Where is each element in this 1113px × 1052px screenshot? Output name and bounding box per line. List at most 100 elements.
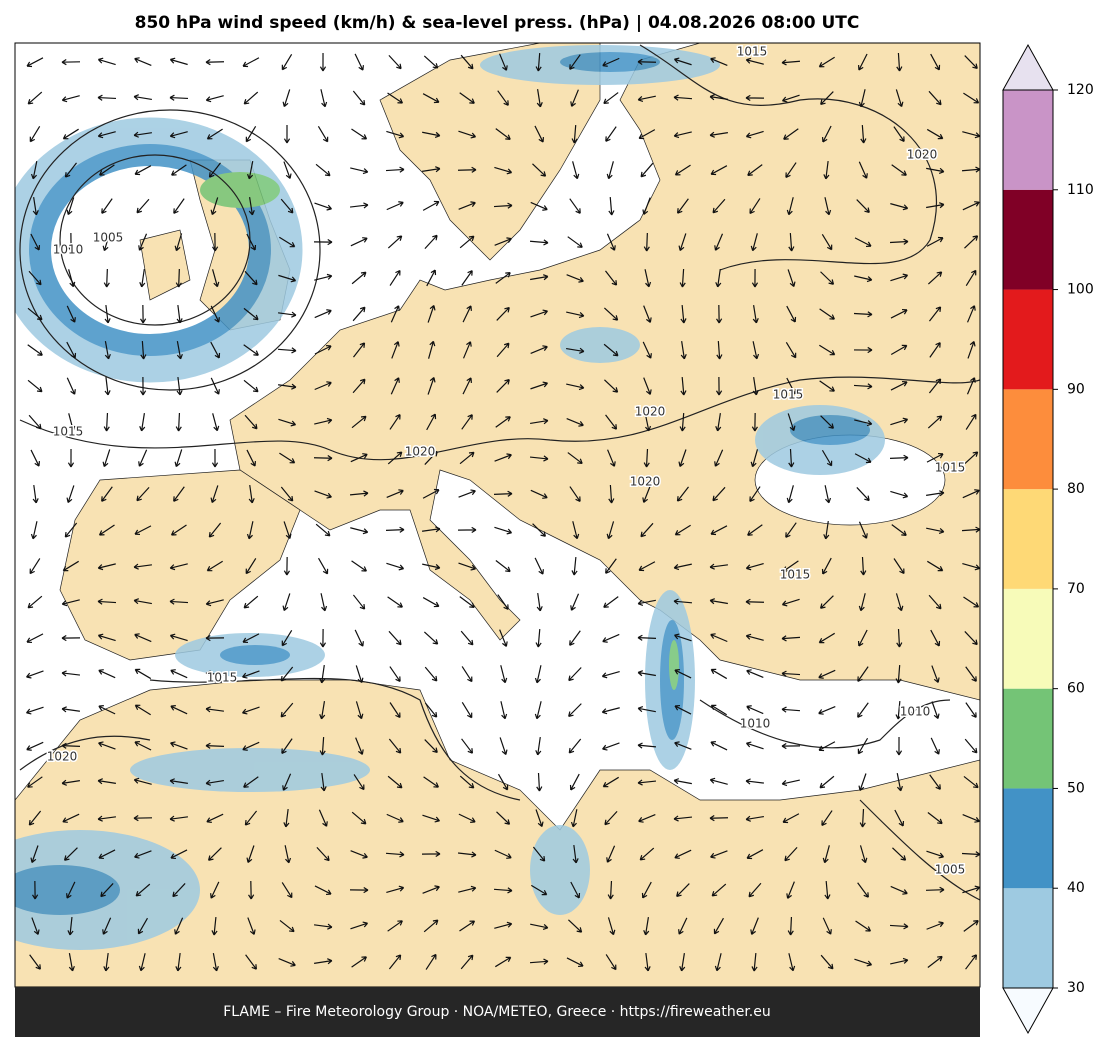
colorbar-tick-label: 90 <box>1067 381 1085 397</box>
wind-arrow <box>248 880 255 900</box>
wind-arrow <box>532 846 546 862</box>
wind-arrow <box>927 271 943 285</box>
wind-arrow <box>61 742 81 749</box>
wind-arrow <box>212 953 219 972</box>
colorbar-tick-label: 100 <box>1067 282 1094 298</box>
wind-arrow <box>427 377 436 395</box>
wind-arrow <box>818 632 835 644</box>
wind-arrow <box>535 737 542 756</box>
wind-arrow <box>818 741 836 752</box>
wind-arrow <box>963 451 979 465</box>
wind-arrow <box>857 882 869 898</box>
wind-arrow <box>174 917 184 935</box>
wind-arrow <box>786 881 795 899</box>
wind-arrow <box>283 556 291 576</box>
wind-arrow <box>99 164 115 176</box>
wind-arrow <box>496 306 510 321</box>
wind-arrow <box>892 847 907 861</box>
colorbar-bin <box>1003 289 1053 390</box>
wind-arrow <box>281 53 293 71</box>
wind-arrow <box>243 307 259 321</box>
wind-arrow <box>929 774 941 790</box>
wind-arrow <box>962 131 980 139</box>
wind-arrow <box>389 666 401 682</box>
wind-arrow <box>351 956 367 968</box>
wind-arrow <box>568 738 582 754</box>
wind-arrow <box>962 885 980 894</box>
wind-arrow <box>824 485 832 504</box>
wind-arrow <box>602 776 619 788</box>
title: 850 hPa wind speed (km/h) & sea-level pr… <box>135 13 860 33</box>
wind-arrow <box>210 197 219 216</box>
wind-arrow <box>351 560 367 572</box>
wind-arrow <box>857 702 869 718</box>
wind-arrow <box>279 452 296 464</box>
wind-arrow <box>965 954 978 970</box>
wind-arrow <box>423 776 439 788</box>
wind-arrow <box>64 162 77 178</box>
wind-arrow <box>603 343 619 357</box>
wind-arrow <box>350 237 368 247</box>
contour-label: 1020 <box>405 445 436 459</box>
wind-arrow <box>283 161 292 179</box>
wind-arrow <box>386 201 404 211</box>
wind-arrow <box>30 521 38 540</box>
wind-arrow <box>715 376 723 396</box>
wind-arrow <box>351 271 367 285</box>
wind-arrow <box>893 126 905 142</box>
wind-arrow <box>497 90 509 106</box>
wind-arrow <box>494 526 513 535</box>
wind-arrow <box>495 128 511 140</box>
wind-arrow <box>283 521 292 539</box>
wind-arrow <box>459 451 475 465</box>
wind-arrow <box>427 305 436 323</box>
wind-arrow <box>30 449 40 467</box>
wind-arrow <box>133 94 152 101</box>
wind-arrow <box>890 957 909 965</box>
wind-arrow <box>606 161 614 180</box>
wind-arrow <box>569 630 581 646</box>
wind-arrow <box>277 311 297 318</box>
wind-arrow <box>820 415 834 429</box>
wind-arrow <box>421 850 441 858</box>
wind-arrow <box>461 270 473 286</box>
wind-arrow <box>97 131 116 139</box>
wind-arrow <box>493 490 513 497</box>
wind-arrow <box>97 57 116 66</box>
footer: FLAME – Fire Meteorology Group · NOA/MET… <box>223 1004 771 1020</box>
colorbar-under <box>1002 987 1054 1035</box>
wind-arrow <box>785 341 797 359</box>
wind-arrow <box>824 197 832 216</box>
wind-arrow <box>606 845 616 863</box>
wind-arrow <box>246 233 257 251</box>
wind-arrow <box>673 778 692 785</box>
wind-arrow <box>133 815 153 822</box>
wind-arrow <box>536 89 543 108</box>
wind-arrow <box>280 198 294 214</box>
wind-arrow <box>210 341 221 359</box>
wind-arrow <box>602 633 620 643</box>
wind-arrow <box>176 376 183 396</box>
contour-label: 1015 <box>207 671 238 685</box>
wind-arrow <box>495 272 511 284</box>
wind-arrow <box>640 162 654 178</box>
wind-arrow <box>784 846 798 862</box>
wind-arrow <box>319 736 326 756</box>
wind-arrow <box>964 55 978 70</box>
wind-arrow <box>169 57 188 66</box>
wind-arrow <box>27 344 43 356</box>
wind-arrow <box>781 598 800 607</box>
wind-arrow <box>61 634 81 642</box>
wind-arrow <box>27 379 43 393</box>
wind-arrow <box>890 203 909 211</box>
wind-arrow <box>350 167 369 175</box>
wind-arrow <box>246 845 255 863</box>
wind-arrow <box>61 706 80 713</box>
wind-arrow <box>678 449 687 467</box>
colorbar-tick-label: 80 <box>1067 481 1085 497</box>
wind-arrow <box>747 164 763 176</box>
wind-arrow <box>781 94 800 103</box>
wind-arrow <box>961 166 980 173</box>
wind-arrow <box>386 562 405 571</box>
wind-arrows <box>26 52 980 972</box>
